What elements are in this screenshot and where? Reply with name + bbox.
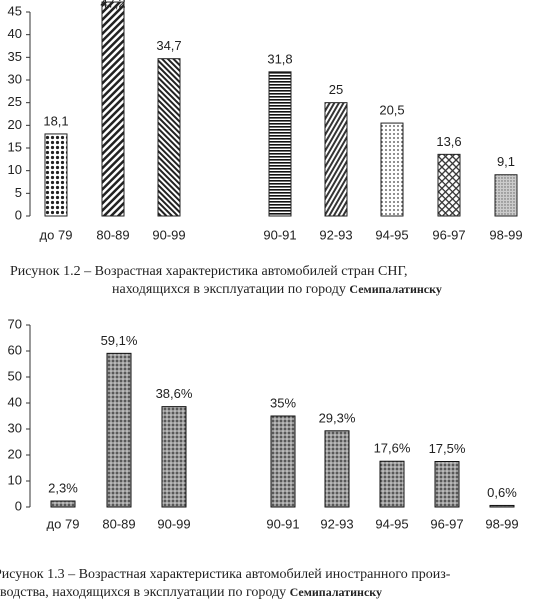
bar (50, 500, 76, 508)
y-tick-label: 20 (8, 117, 22, 132)
caption: Рисунок 1.2 – Возрастная характеристика … (10, 264, 407, 279)
x-tick-label: 90-99 (157, 516, 190, 531)
y-tick-label: 35 (8, 49, 22, 64)
bar (379, 460, 405, 508)
x-tick-label: 98-99 (489, 227, 522, 242)
bar (161, 406, 187, 508)
caption-line: находящихся в эксплуатации по городу Сем… (112, 282, 442, 297)
caption: Рисунок 1.3 – Возрастная характеристика … (0, 567, 451, 582)
bar (434, 461, 460, 508)
x-tick-label: 90-91 (263, 227, 296, 242)
x-tick-label: 80-89 (102, 516, 135, 531)
value-label: 34,7 (156, 38, 181, 53)
bar (489, 504, 515, 508)
x-tick-label: 80-89 (96, 227, 129, 242)
x-tick-label: 96-97 (432, 227, 465, 242)
caption-bold: Семипалатинску (349, 282, 441, 296)
x-tick-label: до 79 (40, 227, 73, 242)
x-tick-label: 96-97 (430, 516, 463, 531)
x-tick-label: 92-93 (319, 227, 352, 242)
y-tick-label: 20 (8, 446, 22, 461)
bar (494, 174, 518, 217)
y-tick-label: 50 (8, 368, 22, 383)
x-tick-label: 94-95 (375, 227, 408, 242)
x-tick-label: 90-99 (152, 227, 185, 242)
value-label: 13,6 (436, 134, 461, 149)
value-label: 25 (329, 82, 343, 97)
bar (380, 122, 404, 217)
value-label: 47,2 (100, 0, 125, 10)
y-tick-label: 30 (8, 71, 22, 86)
y-tick-label: 15 (8, 139, 22, 154)
value-label: 29,3% (319, 410, 356, 425)
caption-line: водства, находящихся в эксплуатации по г… (0, 585, 382, 600)
value-label: 17,6% (374, 441, 411, 456)
value-label: 18,1 (43, 113, 68, 128)
y-tick-label: 70 (8, 316, 22, 331)
y-tick-label: 5 (15, 185, 22, 200)
caption-text: находящихся в эксплуатации по городу (112, 282, 346, 297)
bar (437, 153, 461, 217)
value-label: 59,1% (101, 333, 138, 348)
y-tick-label: 10 (8, 162, 22, 177)
y-tick-label: 40 (8, 26, 22, 41)
y-tick-label: 45 (8, 3, 22, 18)
y-tick-label: 30 (8, 420, 22, 435)
value-label: 38,6% (156, 386, 193, 401)
value-label: 17,5% (429, 441, 466, 456)
value-label: 9,1 (497, 154, 515, 169)
x-tick-label: 98-99 (485, 516, 518, 531)
x-tick-label: 92-93 (320, 516, 353, 531)
x-tick-label: до 79 (47, 516, 80, 531)
value-label: 31,8 (267, 51, 292, 66)
y-tick-label: 0 (15, 498, 22, 513)
caption-text: водства, находящихся в эксплуатации по г… (0, 585, 286, 600)
bar (270, 415, 296, 508)
y-tick-label: 40 (8, 394, 22, 409)
x-tick-label: 90-91 (266, 516, 299, 531)
y-tick-label: 10 (8, 472, 22, 487)
bar (324, 102, 348, 217)
bar (106, 352, 132, 508)
bar (268, 71, 292, 217)
value-label: 20,5 (379, 103, 404, 118)
y-tick-label: 60 (8, 342, 22, 357)
caption-bold: Семипалатинску (290, 585, 382, 599)
y-tick-label: 0 (15, 207, 22, 222)
bar (44, 133, 68, 217)
value-label: 35% (270, 395, 296, 410)
value-label: 2,3% (48, 480, 78, 495)
x-tick-label: 94-95 (375, 516, 408, 531)
bar (101, 1, 125, 217)
y-tick-label: 25 (8, 94, 22, 109)
bar (324, 430, 350, 508)
bar (157, 58, 181, 217)
value-label: 0,6% (487, 485, 517, 500)
